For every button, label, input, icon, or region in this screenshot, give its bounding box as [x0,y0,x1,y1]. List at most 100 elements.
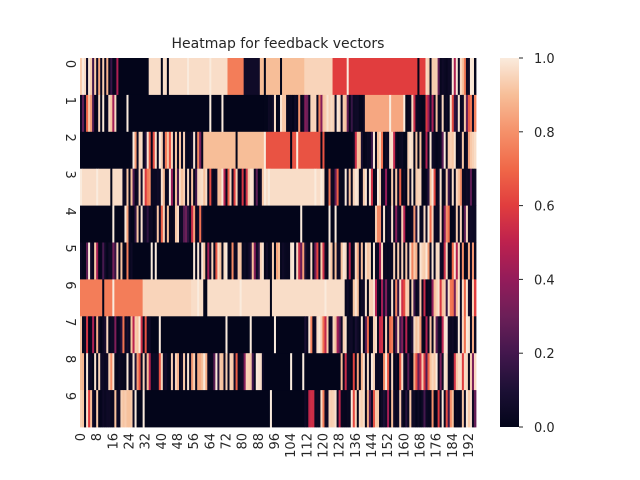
heatmap-cell [415,168,418,206]
heatmap-cell [296,94,299,133]
heatmap-cell [350,390,354,428]
heatmap-cell [235,242,238,280]
heatmap-cell [465,58,469,96]
heatmap-cell [439,131,443,170]
heatmap-cell [393,131,396,170]
heatmap-cell [245,168,249,206]
heatmap-cell [304,58,333,96]
heatmap-cell [457,205,461,243]
heatmap-cell [429,94,432,133]
heatmap-cell [439,353,443,391]
heatmap-cell [80,390,83,428]
heatmap-cell [241,353,245,391]
heatmap-cell [90,58,93,96]
heatmap-cell [80,205,113,243]
x-tick-label: 40 [155,433,170,450]
heatmap-cell [350,242,354,280]
heatmap-cell [348,58,418,96]
heatmap-cell [189,131,192,170]
heatmap-cell [391,353,394,391]
heatmap-cell [421,353,424,391]
y-tick-label: 9 [62,392,77,400]
heatmap-cell [417,205,420,243]
heatmap-cell [423,390,426,428]
heatmap-cell [170,131,174,170]
heatmap-cell [473,58,477,96]
heatmap-cell [92,390,95,428]
heatmap-cell [158,168,162,206]
heatmap-cell [227,242,230,280]
heatmap-cell [84,94,87,133]
heatmap-cell [314,94,317,133]
heatmap-cell [225,242,228,280]
heatmap-cell [156,168,160,206]
heatmap-cell [227,316,251,354]
heatmap-cell [231,242,234,280]
heatmap-cell [455,316,459,354]
heatmap-cell [389,94,392,133]
heatmap-cell [407,353,410,391]
heatmap-cell [146,316,150,354]
heatmap-cell [166,58,170,96]
heatmap-cell [302,94,305,133]
colorbar-ticks: 0.0 0.2 0.4 0.6 0.8 1.0 [519,52,555,436]
heatmap-cell [128,94,210,133]
heatmap-cell [433,168,436,206]
heatmap-cell [389,316,392,354]
heatmap-cell [114,316,117,354]
heatmap-cell [417,58,420,96]
heatmap-cell [459,131,463,170]
x-axis-ticks: 0 8 16 24 32 40 48 56 64 72 80 88 96 104 112 120 128 136 1… [74,433,477,458]
heatmap-cell [443,94,447,133]
heatmap-cell [273,316,277,354]
heatmap-cell [96,390,99,428]
heatmap-cell [195,353,198,391]
heatmap-cell [189,58,210,96]
heatmap-cell [302,353,305,391]
x-tick-label: 0 [74,433,89,441]
heatmap-cell [435,58,439,96]
heatmap-cell [397,205,400,243]
heatmap-cell [181,168,184,206]
heatmap-cell [411,353,414,391]
heatmap-cell [465,279,469,317]
heatmap-cell [409,242,412,280]
heatmap-cell [154,168,158,206]
heatmap-cell [435,205,439,243]
heatmap-cell [273,242,277,280]
heatmap-cell [318,94,321,133]
heatmap-cell [405,353,408,391]
heatmap-cell [399,316,402,354]
heatmap-cell [237,242,241,280]
heatmap-cell [114,279,144,317]
heatmap-cell [116,94,119,133]
heatmap-cell [453,205,457,243]
heatmap-cell [401,353,404,391]
heatmap-cell [100,94,103,133]
heatmap-cell [187,168,190,206]
heatmap-cell [94,94,97,133]
heatmap-cell [413,353,416,391]
heatmap-cell [209,168,212,206]
heatmap-cell [284,94,287,133]
heatmap-cell [441,131,445,170]
heatmap-cell [463,94,467,133]
heatmap-cell [374,168,378,206]
heatmap-cell [154,353,158,391]
heatmap-cell [467,353,471,391]
heatmap-cell [465,168,469,206]
heatmap-cell [271,242,275,280]
heatmap-cell [451,390,455,428]
heatmap-cell [269,242,273,280]
heatmap-cell [98,94,101,133]
heatmap-cell [346,94,350,133]
heatmap-cell [467,94,471,133]
heatmap-cell [255,168,259,206]
heatmap-cell [90,316,93,354]
heatmap-cell [88,58,91,96]
heatmap-cell [306,94,309,133]
heatmap-cell [152,168,156,206]
heatmap-cell [461,94,465,133]
heatmap-cell [401,168,404,206]
heatmap-cell [457,131,461,170]
